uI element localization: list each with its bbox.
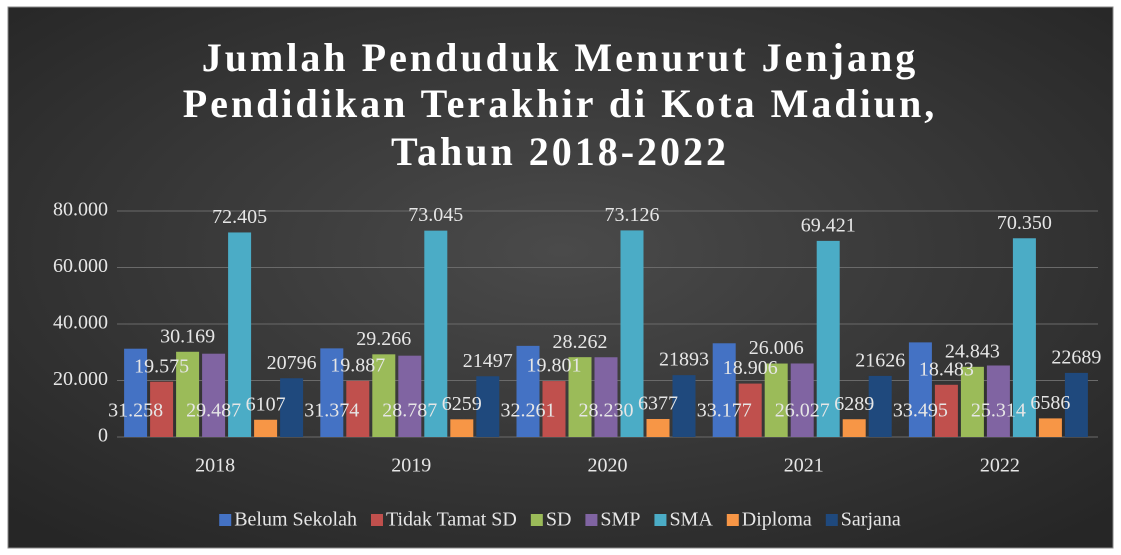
legend-swatch <box>370 514 383 526</box>
chart-area <box>7 6 1114 549</box>
legend-label: SD <box>546 509 572 531</box>
bar <box>672 375 696 437</box>
data-label: 31.258 <box>108 400 163 422</box>
bar <box>398 355 422 437</box>
bar <box>228 232 252 437</box>
bar <box>424 230 448 437</box>
data-label: 30.169 <box>160 325 215 347</box>
legend-swatch <box>825 514 838 526</box>
bar <box>620 230 644 437</box>
data-label: 33.177 <box>697 400 752 422</box>
bar <box>372 354 396 437</box>
legend-swatch <box>530 514 543 526</box>
bar <box>712 343 736 437</box>
data-label: 28.787 <box>382 400 437 422</box>
bar <box>1064 372 1088 437</box>
bar <box>280 378 304 437</box>
data-label: 26.006 <box>749 337 804 359</box>
bar <box>516 345 540 437</box>
legend-label: SMP <box>600 509 640 531</box>
data-label: 28.230 <box>579 400 634 422</box>
data-label: 69.421 <box>801 214 856 236</box>
legend-label: Tidak Tamat SD <box>386 509 517 531</box>
legend-swatch <box>585 514 598 526</box>
bar <box>254 419 278 437</box>
bar <box>790 363 814 437</box>
bar <box>764 363 788 437</box>
bar <box>346 380 370 437</box>
bar <box>986 365 1010 437</box>
bar <box>1038 418 1062 437</box>
data-label: 73.126 <box>605 204 660 226</box>
data-label: 29.266 <box>356 328 411 350</box>
data-label: 21893 <box>659 349 709 371</box>
bar <box>476 376 500 437</box>
bar <box>960 366 984 437</box>
data-label: 32.261 <box>501 400 556 422</box>
data-label: 19.801 <box>527 355 582 377</box>
chart-title: Jumlah Penduduk Menurut Jenjang <box>202 35 918 80</box>
legend-label: Sarjana <box>841 509 901 531</box>
data-label: 18.483 <box>919 358 974 380</box>
x-tick-label: 2021 <box>784 455 824 477</box>
legend-swatch <box>654 514 667 526</box>
x-tick-label: 2022 <box>980 455 1020 477</box>
bar <box>568 357 592 437</box>
chart-title: Tahun 2018-2022 <box>391 129 729 174</box>
legend-swatch <box>726 514 739 526</box>
legend-label: SMA <box>669 509 713 531</box>
bar <box>124 348 148 437</box>
legend-label: Diploma <box>742 509 812 531</box>
bar <box>738 383 762 437</box>
data-label: 72.405 <box>212 206 267 228</box>
x-tick-label: 2019 <box>391 455 431 477</box>
data-label: 28.262 <box>553 331 608 353</box>
data-label: 6377 <box>638 393 678 415</box>
x-tick-label: 2018 <box>195 455 235 477</box>
bar <box>908 342 932 437</box>
data-label: 70.350 <box>997 212 1052 234</box>
data-label: 21626 <box>855 350 905 372</box>
y-tick-label: 0 <box>98 425 108 447</box>
bar <box>176 351 200 437</box>
data-label: 6107 <box>246 393 286 415</box>
bar <box>646 418 670 437</box>
bar <box>150 381 174 437</box>
bar <box>1012 238 1036 437</box>
x-tick-label: 2020 <box>588 455 628 477</box>
bar <box>934 384 958 437</box>
data-label: 22689 <box>1051 346 1101 368</box>
bar <box>868 375 892 437</box>
data-label: 24.843 <box>945 340 1000 362</box>
bar <box>202 353 226 437</box>
data-label: 19.887 <box>330 354 385 376</box>
legend-swatch <box>219 514 232 526</box>
data-label: 73.045 <box>408 204 463 226</box>
data-label: 33.495 <box>893 400 948 422</box>
bar <box>594 357 618 437</box>
bar <box>816 240 840 437</box>
y-tick-label: 40.000 <box>53 312 108 334</box>
bar <box>320 348 344 437</box>
data-label: 20796 <box>267 352 317 374</box>
data-label: 31.374 <box>304 400 359 422</box>
data-label: 6259 <box>442 393 482 415</box>
data-label: 18.906 <box>723 357 778 379</box>
y-tick-label: 60.000 <box>53 255 108 277</box>
data-label: 26.027 <box>775 400 830 422</box>
legend-label: Belum Sekolah <box>234 509 357 531</box>
data-label: 21497 <box>463 350 513 372</box>
y-tick-label: 20.000 <box>53 368 108 390</box>
bar <box>450 419 474 437</box>
data-label: 29.487 <box>186 400 241 422</box>
y-tick-label: 80.000 <box>53 199 108 221</box>
data-label: 6289 <box>834 393 874 415</box>
data-label: 19.575 <box>134 355 189 377</box>
bar <box>542 381 566 437</box>
data-label: 25.314 <box>971 400 1026 422</box>
data-label: 6586 <box>1030 392 1070 414</box>
chart-title: Pendidikan Terakhir di Kota Madiun, <box>183 81 937 126</box>
bar <box>842 419 866 437</box>
